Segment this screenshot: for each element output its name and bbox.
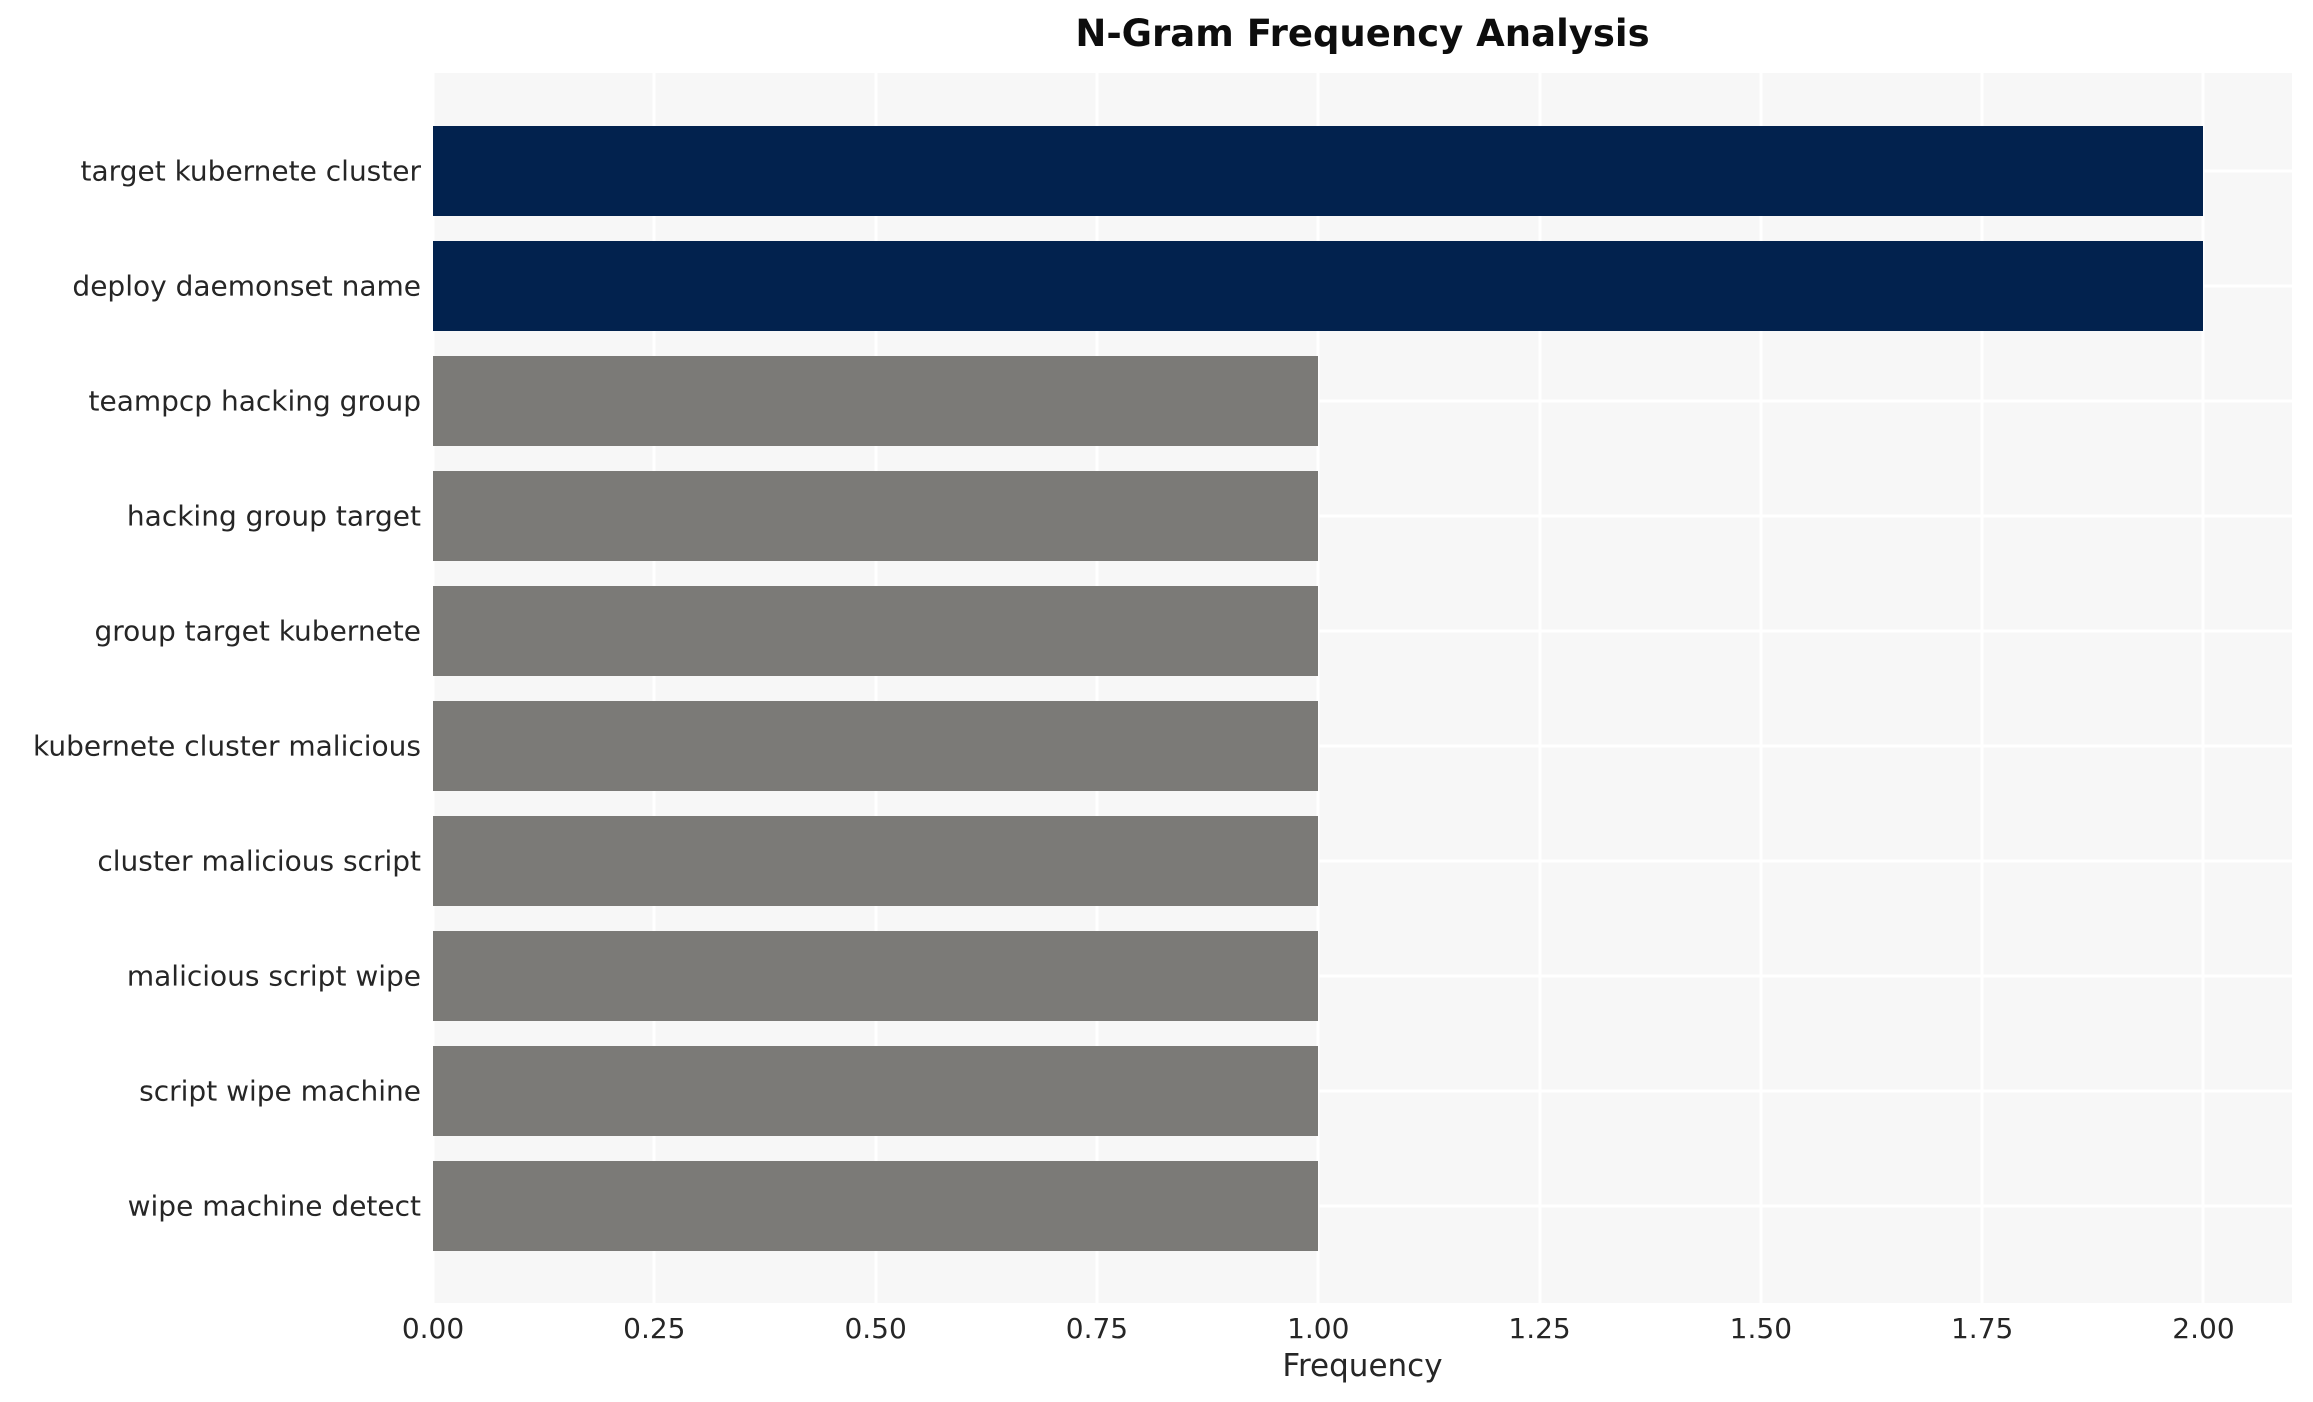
gridline-horizontal: [433, 629, 2292, 632]
x-tick-label: 1.75: [1950, 1312, 2014, 1345]
gridline-vertical: [1316, 73, 1320, 1303]
bar-malicious-script-wipe: [433, 930, 1319, 1021]
x-tick-label: 1.25: [1508, 1312, 1571, 1345]
y-tick-label: hacking group target: [126, 499, 421, 532]
x-tick-label: 1.00: [1287, 1312, 1350, 1345]
gridline-horizontal: [433, 514, 2292, 517]
bar-wipe-machine-detect: [433, 1160, 1319, 1251]
gridline-vertical: [874, 73, 878, 1303]
y-tick-label: deploy daemonset name: [72, 269, 421, 302]
bar-kubernete-cluster-malicious: [433, 700, 1319, 791]
bar-deploy-daemonset-name: [433, 240, 2204, 331]
gridline-horizontal: [433, 1204, 2292, 1207]
plot-area: [433, 73, 2292, 1303]
x-axis-label: Frequency: [1282, 1348, 1443, 1384]
y-tick-label: script wipe machine: [139, 1074, 421, 1107]
x-tick-label: 0.75: [1065, 1312, 1129, 1345]
bar-script-wipe-machine: [433, 1045, 1319, 1136]
gridline-vertical: [652, 73, 656, 1303]
y-tick-label: kubernete cluster malicious: [33, 729, 421, 762]
x-tick-label: 0.00: [401, 1312, 465, 1345]
y-tick-label: target kubernete cluster: [80, 154, 421, 187]
gridline-vertical: [1759, 73, 1763, 1303]
gridline-vertical: [1538, 73, 1542, 1303]
gridline-horizontal: [433, 859, 2292, 862]
bar-cluster-malicious-script: [433, 815, 1319, 906]
gridline-vertical: [2201, 73, 2205, 1303]
chart-title: N-Gram Frequency Analysis: [1075, 12, 1650, 55]
y-tick-label: group target kubernete: [94, 614, 421, 647]
x-tick-label: 0.50: [844, 1312, 907, 1345]
bar-hacking-group-target: [433, 470, 1319, 561]
gridline-vertical: [1980, 73, 1984, 1303]
gridline-horizontal: [433, 974, 2292, 977]
x-tick-label: 1.50: [1729, 1312, 1793, 1345]
y-tick-label: wipe machine detect: [127, 1189, 421, 1222]
gridline-vertical: [433, 73, 435, 1303]
gridline-horizontal: [433, 1089, 2292, 1092]
bar-group-target-kubernete: [433, 585, 1319, 676]
gridline-vertical: [1095, 73, 1099, 1303]
bar-teampcp-hacking-group: [433, 355, 1319, 446]
y-tick-label: cluster malicious script: [97, 844, 421, 877]
y-tick-label: malicious script wipe: [126, 959, 421, 992]
bar-target-kubernete-cluster: [433, 125, 2204, 216]
gridline-horizontal: [433, 399, 2292, 402]
gridline-horizontal: [433, 744, 2292, 747]
x-tick-label: 0.25: [623, 1312, 686, 1345]
y-tick-label: teampcp hacking group: [88, 384, 421, 417]
x-tick-label: 2.00: [2172, 1312, 2235, 1345]
